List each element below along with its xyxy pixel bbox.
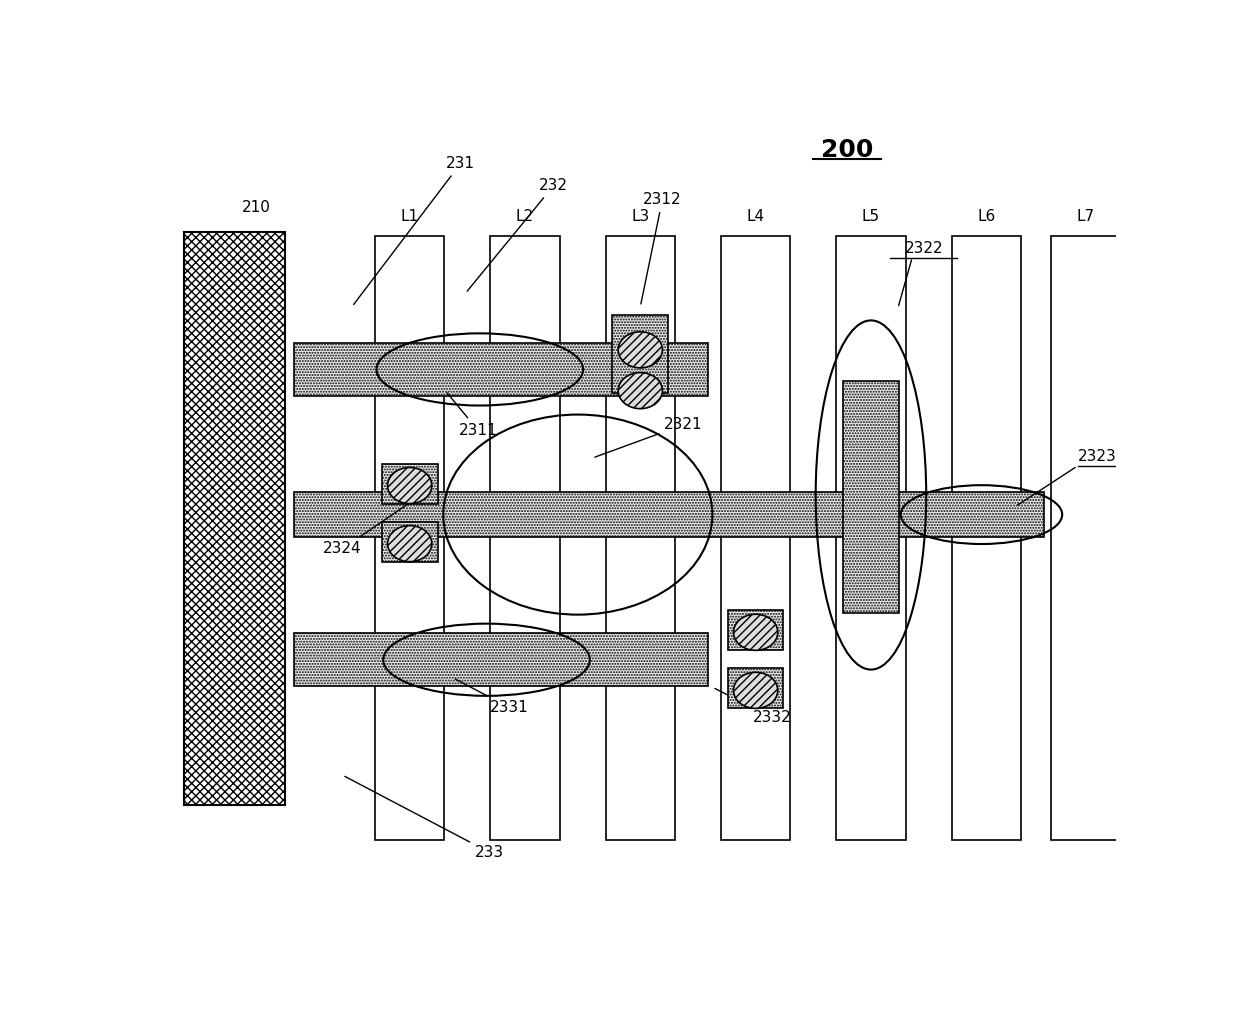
Bar [294,633,708,687]
Circle shape [734,614,777,650]
Text: 2332: 2332 [714,689,791,725]
Text: 2311: 2311 [446,392,497,438]
Bar [184,232,285,805]
Bar [613,315,668,393]
Text: 2321: 2321 [595,417,703,458]
Bar [374,236,444,841]
Circle shape [734,673,777,708]
Text: L1: L1 [401,209,419,224]
Text: 2312: 2312 [641,192,682,304]
Bar [951,236,1021,841]
Text: 2323: 2323 [1078,448,1116,464]
Text: L7: L7 [1076,209,1095,224]
Circle shape [619,332,662,368]
Circle shape [619,373,662,409]
Text: 2322: 2322 [904,240,944,256]
Circle shape [388,526,432,561]
Text: L5: L5 [862,209,880,224]
Bar [836,236,905,841]
Text: 200: 200 [821,138,873,162]
Text: L3: L3 [631,209,650,224]
Bar [490,236,559,841]
Text: 2331: 2331 [455,679,528,714]
Circle shape [388,468,432,503]
Text: 231: 231 [353,156,475,305]
Text: L4: L4 [746,209,765,224]
Bar [294,492,1044,537]
Bar [728,668,784,707]
Bar [1050,236,1120,841]
Bar [720,236,790,841]
Bar [382,465,438,503]
Text: 210: 210 [242,200,270,215]
Text: 233: 233 [345,776,503,860]
Text: 2324: 2324 [324,504,408,556]
Bar [294,342,708,396]
Text: L6: L6 [977,209,996,224]
Bar [382,523,438,561]
Bar [843,381,899,612]
Bar [605,236,675,841]
Text: 232: 232 [467,178,568,291]
Bar [728,610,784,649]
Text: L2: L2 [516,209,534,224]
